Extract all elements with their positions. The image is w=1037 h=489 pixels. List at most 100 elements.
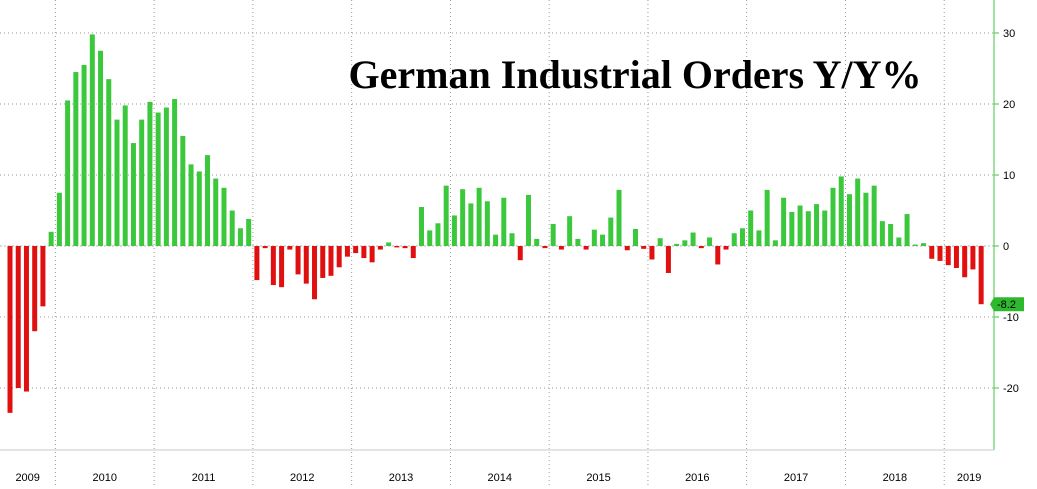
bar: [476, 187, 482, 246]
bar: [81, 64, 87, 246]
bar: [665, 246, 671, 273]
bar: [312, 246, 318, 300]
bar: [435, 223, 441, 246]
bar: [254, 246, 260, 281]
bar: [591, 229, 597, 246]
bar: [616, 189, 622, 246]
bar: [641, 246, 647, 249]
bar: [953, 246, 959, 269]
x-tick-label: 2010: [93, 472, 117, 484]
bars: [7, 34, 984, 413]
bar: [172, 99, 178, 246]
bar: [962, 246, 968, 278]
bar: [65, 100, 71, 246]
bar: [534, 238, 540, 246]
bar: [575, 238, 581, 246]
bar: [386, 242, 392, 246]
bar: [106, 79, 112, 247]
bar: [838, 176, 844, 246]
bar: [147, 101, 153, 247]
bar: [649, 246, 655, 260]
bar: [822, 210, 828, 246]
bar: [715, 246, 721, 265]
bar: [369, 246, 375, 263]
bar: [213, 178, 219, 246]
last-value-badge: [990, 297, 1024, 312]
bar: [262, 246, 268, 249]
bar: [139, 119, 145, 246]
bar: [789, 211, 795, 246]
bar: [888, 223, 894, 246]
bar: [7, 246, 13, 413]
bar: [89, 34, 95, 246]
bar: [163, 107, 169, 246]
y-tick-label: 10: [1003, 170, 1015, 182]
bar: [772, 240, 778, 246]
y-tick-label: 0: [1003, 241, 1009, 253]
bar: [56, 192, 62, 246]
y-tick-label: 20: [1003, 99, 1015, 111]
bar: [73, 72, 79, 246]
bar: [657, 238, 663, 246]
chart-title: German Industrial Orders Y/Y%: [349, 52, 922, 97]
bar: [155, 112, 161, 247]
bar: [805, 211, 811, 246]
bar: [978, 246, 984, 305]
bar: [879, 221, 885, 246]
bar: [122, 105, 128, 246]
bar: [377, 246, 383, 250]
bar: [863, 192, 869, 246]
x-tick-label: 2019: [957, 472, 981, 484]
bar: [180, 135, 186, 246]
bar: [237, 228, 243, 246]
bar: [764, 189, 770, 246]
bar: [912, 244, 918, 246]
bar: [48, 231, 54, 246]
bar: [929, 246, 935, 259]
bar: [674, 243, 680, 246]
bar: [756, 230, 762, 246]
bar: [723, 246, 729, 250]
bar: [287, 246, 293, 250]
bar: [830, 187, 836, 246]
x-tick-label: 2017: [784, 472, 808, 484]
bar: [624, 246, 630, 251]
bar: [419, 206, 424, 246]
bar: [550, 223, 556, 246]
bar: [394, 246, 400, 248]
bar: [410, 246, 416, 259]
x-tick-labels: 2009 2010 2011 2012 2013 2014 2015 2016 2017 2018…: [15, 472, 981, 484]
bar: [229, 210, 235, 246]
y-tick-label: -10: [1003, 312, 1019, 324]
bar: [344, 246, 350, 257]
bar: [558, 246, 564, 250]
bar: [945, 246, 951, 266]
x-tick-label: 2012: [290, 472, 314, 484]
bar: [303, 246, 309, 284]
y-tick-labels: 30 20 10 0 -10 -20: [994, 28, 1019, 395]
bar: [501, 197, 507, 246]
x-tick-label: 2018: [883, 472, 907, 484]
bar: [814, 204, 820, 246]
x-tick-label: 2014: [488, 472, 512, 484]
bar: [509, 233, 515, 246]
bar: [583, 246, 589, 250]
bar: [731, 233, 737, 246]
bar: [896, 237, 902, 246]
last-value-text: -8.2: [997, 299, 1016, 311]
bar: [270, 246, 276, 286]
bar: [698, 246, 704, 249]
y-tick-label: -20: [1003, 383, 1019, 395]
bar: [451, 215, 457, 246]
bar: [682, 240, 688, 246]
bar: [781, 197, 787, 246]
bar: [567, 216, 573, 246]
bar: [904, 214, 910, 246]
bar: [937, 246, 943, 261]
bar: [600, 234, 606, 246]
bar: [970, 246, 976, 270]
bar: [320, 246, 326, 278]
x-tick-label: 2016: [685, 472, 709, 484]
bar: [353, 246, 359, 254]
